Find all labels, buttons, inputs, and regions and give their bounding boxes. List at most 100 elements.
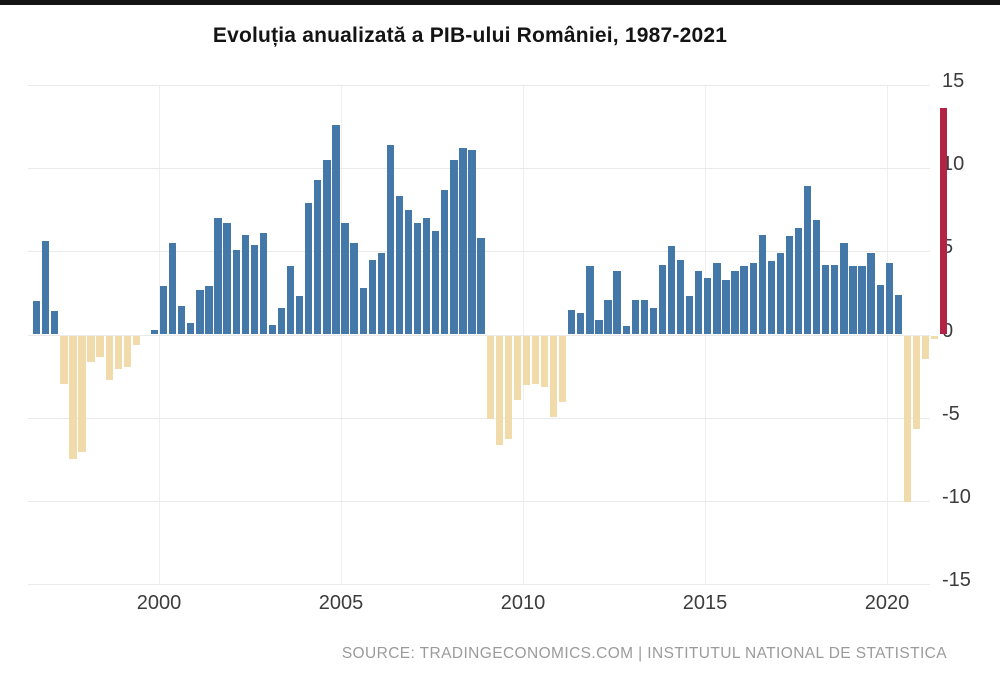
bar [867,252,875,335]
bar [123,335,131,368]
bar [305,202,313,335]
bar [568,309,576,335]
y-axis-tick-label: -15 [942,569,971,592]
x-axis-tick-label: 2010 [500,592,546,614]
bar [468,149,476,335]
bar [78,335,86,453]
bar [132,335,141,346]
y-axis-tick-label: 0 [942,319,954,342]
bar [813,219,821,335]
bar [105,335,113,381]
bar [441,189,449,335]
bar [368,259,376,335]
bar [223,222,231,335]
bar [332,124,340,335]
bar [540,335,549,388]
bar [731,271,739,335]
bar [159,286,168,335]
bar [196,289,204,335]
bar [604,299,612,335]
bar [822,264,830,335]
bar [286,266,295,335]
y-axis-tick-label: 15 [942,69,965,92]
bar [912,335,921,429]
gridline-horizontal [28,417,930,419]
bar [250,244,258,335]
bar [622,326,630,335]
bar [894,294,902,335]
gridline-horizontal [28,84,930,86]
bar [749,262,757,335]
y-axis-tick-label: -5 [942,402,960,425]
x-axis-tick-label: 2005 [318,592,364,614]
bar [776,252,785,335]
bar [450,159,458,335]
bar [649,307,658,335]
bar [169,242,177,335]
bar [486,335,494,419]
bar [87,335,95,363]
bar [686,296,694,335]
bar [930,335,939,339]
bar [722,279,730,335]
bar [187,322,195,335]
bar [377,252,385,335]
bar [676,259,685,335]
chart-title: Evoluția anualizată a PIB-ului României,… [212,24,728,47]
bar [359,287,367,335]
x-axis-tick-label: 2000 [136,592,182,614]
bar [940,107,948,335]
bar [459,147,467,335]
bar [903,335,912,503]
bar [876,284,884,335]
gridline-vertical [523,84,524,585]
gridline-vertical [887,84,888,585]
y-axis-tick-label: 5 [942,236,954,259]
bar [60,335,68,384]
bar [586,266,594,335]
gridline-horizontal [28,501,930,503]
bar [69,335,77,459]
bar [178,306,186,335]
bar [323,159,331,335]
bar [667,246,676,335]
bar [631,299,639,335]
gridline-vertical [159,84,160,585]
bar [296,296,304,335]
gridline-vertical [705,84,706,585]
bar [513,335,521,401]
bar [423,217,431,335]
bar [504,335,512,439]
bar [531,335,540,384]
bar [704,277,712,335]
bar [150,329,159,335]
bar [386,144,395,335]
bar [241,234,249,335]
bar [740,266,748,335]
bar [33,301,41,335]
y-axis-tick-label: 10 [942,152,965,175]
bar [849,266,857,335]
bar [921,335,930,359]
x-axis-tick-label: 2015 [682,592,728,614]
gridline-vertical [341,84,342,585]
bar [785,236,794,335]
letterbox-strip [0,0,1000,5]
bar [577,312,585,335]
bar [314,179,322,335]
bar [350,242,358,335]
bar [767,261,775,335]
gridline-horizontal [28,167,930,169]
bar [395,196,404,335]
bar [114,335,122,369]
bar [794,227,803,335]
bar [477,237,485,335]
gridline-horizontal [28,584,930,586]
gdp-annual-growth-bar-chart: 15 10 5 0 -5 -10 -15 2000 2005 2010 2015 2020 [28,69,971,614]
bar [42,241,50,335]
bar [205,286,213,335]
bar [277,307,286,335]
bar [232,249,240,335]
y-axis-tick-label: -10 [942,486,971,509]
